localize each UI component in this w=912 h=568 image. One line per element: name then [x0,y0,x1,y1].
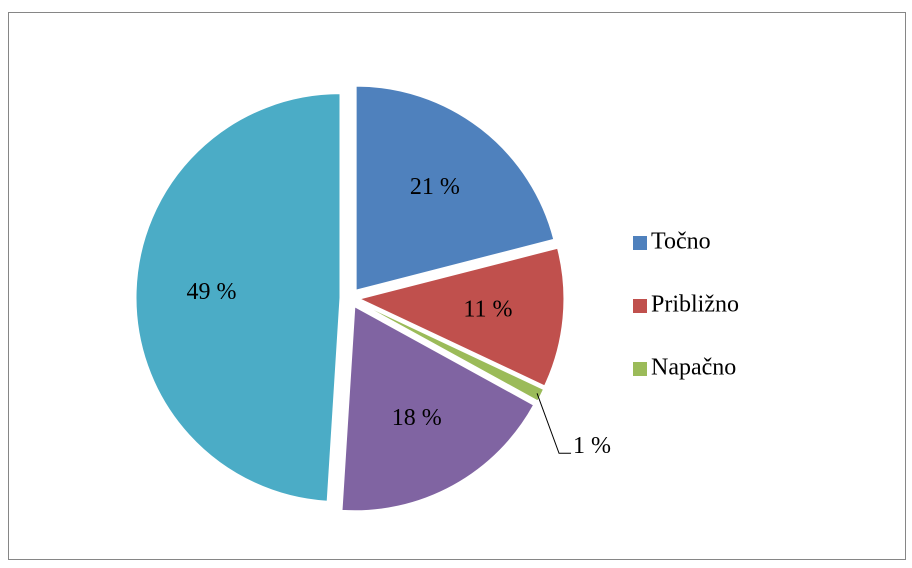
data-label: 49 % [187,279,237,305]
pie-slice [135,93,341,502]
legend-swatch [633,362,647,376]
legend-label: Približno [651,292,739,318]
data-label: 18 % [392,405,442,431]
pie-slice [358,247,565,387]
pie-slice [358,302,545,402]
legend-label: Napačno [651,355,736,381]
leader-line [536,393,572,454]
pie-slice [341,305,535,512]
legend-swatch [633,299,647,313]
data-label: 11 % [463,297,512,323]
data-label: 21 % [410,174,460,200]
legend-swatch [633,236,647,250]
data-label: 1 % [573,433,611,459]
pie-slice [355,85,555,291]
legend-label: Točno [651,229,711,255]
